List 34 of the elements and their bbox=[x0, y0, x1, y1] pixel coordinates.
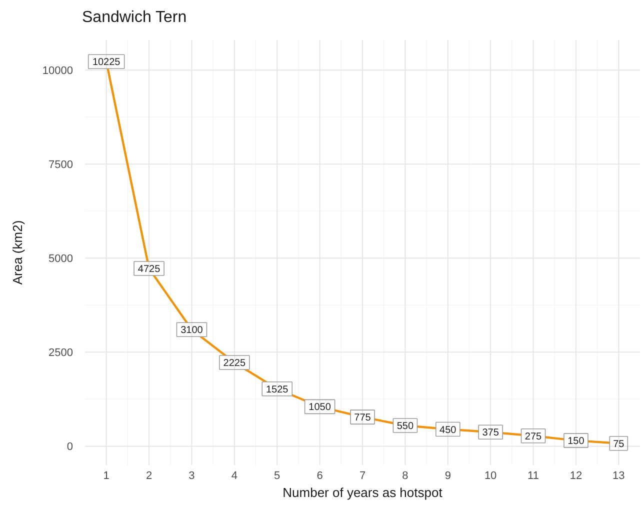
data-label: 75 bbox=[613, 438, 625, 450]
y-axis-title: Area (km2) bbox=[10, 220, 25, 285]
x-tick-label: 2 bbox=[146, 470, 152, 482]
data-label: 2225 bbox=[223, 358, 246, 370]
x-axis-title: Number of years as hotspot bbox=[282, 485, 443, 500]
data-label: 3100 bbox=[180, 325, 204, 336]
x-tick-label: 3 bbox=[188, 470, 195, 482]
x-tick-label: 1 bbox=[103, 470, 110, 482]
data-label: 150 bbox=[568, 436, 585, 448]
data-label: 775 bbox=[354, 412, 372, 424]
y-tick-label: 5000 bbox=[48, 253, 73, 266]
y-tick-label: 7500 bbox=[48, 159, 73, 172]
x-tick-label: 5 bbox=[274, 470, 280, 482]
y-tick-label: 2500 bbox=[48, 347, 73, 360]
data-label: 1050 bbox=[308, 402, 332, 414]
x-tick-label: 12 bbox=[570, 470, 582, 482]
x-tick-label: 4 bbox=[231, 470, 238, 482]
data-label: 10225 bbox=[92, 57, 121, 68]
x-tick-label: 8 bbox=[402, 470, 408, 482]
y-tick-label: 10000 bbox=[42, 65, 73, 78]
x-tick-label: 13 bbox=[612, 470, 625, 482]
data-label: 1525 bbox=[266, 384, 289, 396]
data-label: 375 bbox=[482, 428, 500, 439]
x-tick-label: 11 bbox=[528, 470, 539, 482]
x-tick-label: 7 bbox=[359, 470, 366, 482]
data-label: 275 bbox=[524, 431, 542, 442]
x-tick-label: 10 bbox=[484, 470, 497, 482]
x-tick-label: 6 bbox=[316, 470, 323, 482]
x-tick-label: 9 bbox=[444, 470, 451, 482]
y-tick-label: 0 bbox=[66, 441, 73, 454]
data-label: 450 bbox=[440, 424, 457, 436]
data-label: 4725 bbox=[138, 264, 161, 275]
chart-title: Sandwich Tern bbox=[82, 9, 187, 26]
data-label: 550 bbox=[396, 421, 414, 432]
